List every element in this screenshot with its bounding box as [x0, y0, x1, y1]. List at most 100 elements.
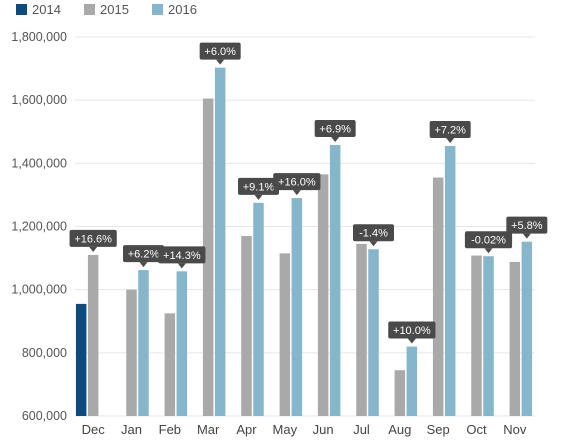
- x-tick-label: Oct: [466, 422, 487, 437]
- bar-2015-Sep: [432, 177, 444, 416]
- callout-label: -1.4%: [359, 228, 388, 240]
- change-callout: +6.0%: [199, 42, 241, 65]
- bar-2015-Apr: [241, 235, 252, 416]
- legend-label-2014: 2014: [32, 2, 61, 17]
- callout-box: [464, 231, 513, 249]
- callout-pointer: [407, 338, 416, 344]
- bar-2014-Dec: [75, 303, 87, 416]
- y-tick-label: 1,600,000: [11, 93, 67, 107]
- callout-box: [429, 120, 471, 138]
- callout-pointer: [331, 137, 340, 143]
- y-tick-label: 1,400,000: [11, 156, 67, 170]
- x-tick-label: Feb: [159, 422, 181, 437]
- bar-2015-Dec: [87, 254, 99, 416]
- x-tick-label: May: [273, 422, 298, 437]
- bar-2015-Oct: [471, 255, 482, 416]
- x-tick-label: Apr: [236, 422, 257, 437]
- y-tick-label: 1,800,000: [11, 30, 67, 44]
- change-callout: +10.0%: [388, 321, 436, 344]
- y-tick-label: 600,000: [22, 409, 67, 423]
- bar-2015-Jul: [356, 243, 367, 416]
- legend-label-2016: 2016: [168, 2, 197, 17]
- legend-label-2015: 2015: [100, 2, 129, 17]
- change-callout: +16.6%: [69, 229, 117, 252]
- change-callout: +7.2%: [429, 120, 471, 143]
- bar-2015-May: [279, 253, 291, 416]
- callout-label: +10.0%: [393, 325, 431, 337]
- x-tick-label: Nov: [503, 422, 527, 437]
- legend-swatch-2016: [152, 4, 163, 15]
- y-gridlines: [75, 36, 535, 417]
- bar-2015-Aug: [394, 370, 406, 416]
- callout-box: [238, 177, 279, 195]
- callout-pointer: [177, 263, 186, 269]
- callout-pointer: [484, 248, 493, 254]
- callout-label: +16.6%: [74, 233, 112, 245]
- callout-box: [69, 229, 117, 247]
- x-tick-label: Jul: [353, 422, 370, 437]
- change-callout: -1.4%: [353, 224, 394, 247]
- x-tick-label: Mar: [197, 422, 220, 437]
- callout-box: [199, 42, 241, 60]
- change-callout: +16.0%: [273, 173, 321, 196]
- bar-2015-Jun: [317, 174, 329, 416]
- bar-2016-Aug: [406, 346, 418, 416]
- change-callout: +6.9%: [314, 120, 356, 143]
- change-callout: +14.3%: [158, 246, 206, 269]
- x-tick-label: Dec: [82, 422, 106, 437]
- change-callout: -0.02%: [464, 231, 513, 254]
- callout-box: [123, 245, 164, 263]
- callout-label: +6.9%: [319, 124, 351, 136]
- callout-box: [158, 246, 206, 264]
- callout-pointer: [292, 190, 301, 196]
- bars: [75, 67, 533, 417]
- x-tick-label: Sep: [427, 422, 450, 437]
- change-callout: +9.1%: [238, 177, 279, 200]
- bar-2016-Nov: [521, 241, 533, 416]
- bar-2016-May: [291, 198, 303, 416]
- bar-2016-Jun: [329, 145, 341, 416]
- bar-2016-Sep: [444, 145, 456, 416]
- bar-2016-Jul: [368, 249, 379, 416]
- bar-2016-Oct: [483, 256, 494, 416]
- callout-pointer: [254, 194, 263, 200]
- callout-label: +14.3%: [163, 250, 201, 262]
- legend-swatch-2015: [84, 4, 95, 15]
- bar-2015-Jan: [126, 289, 137, 416]
- bar-2016-Jan: [138, 270, 149, 416]
- callout-label: +5.8%: [511, 220, 543, 232]
- callout-pointer: [139, 262, 148, 268]
- callout-label: +7.2%: [434, 124, 466, 136]
- chart-legend: 2014 2015 2016: [16, 2, 197, 17]
- callout-label: +9.1%: [243, 181, 275, 193]
- callout-box: [353, 224, 394, 242]
- bar-2015-Mar: [202, 98, 214, 417]
- callout-box: [273, 173, 321, 191]
- bar-2016-Apr: [253, 202, 264, 416]
- y-tick-label: 1,200,000: [11, 220, 67, 234]
- legend-swatch-2014: [16, 4, 27, 15]
- bar-2016-Feb: [176, 271, 188, 416]
- y-axis: 600,000 800,000 1,000,000 1,200,000 1,400,00…: [11, 30, 67, 423]
- bar-2015-Nov: [509, 261, 521, 416]
- callout-label: +16.0%: [278, 177, 316, 189]
- callout-label: +6.0%: [204, 46, 236, 58]
- callout-pointer: [522, 233, 531, 239]
- y-tick-label: 800,000: [22, 346, 67, 360]
- bar-2016-Mar: [214, 67, 226, 416]
- callout-box: [388, 321, 436, 339]
- callout-box: [314, 120, 356, 138]
- callout-box: [506, 216, 548, 234]
- callout-label: -0.02%: [471, 235, 506, 247]
- x-tick-label: Jan: [121, 422, 142, 437]
- callout-pointer: [89, 246, 98, 252]
- x-tick-label: Jun: [313, 422, 334, 437]
- callout-pointer: [216, 59, 225, 65]
- y-tick-label: 1,000,000: [11, 283, 67, 297]
- callout-label: +6.2%: [128, 249, 160, 261]
- change-callouts: +16.6% +6.2% +14.3% +6.0% +9.1% +16.0% +6.9% -1…: [69, 42, 548, 344]
- change-callout: +5.8%: [506, 216, 548, 239]
- change-callout: +6.2%: [123, 245, 164, 268]
- callout-pointer: [446, 137, 455, 143]
